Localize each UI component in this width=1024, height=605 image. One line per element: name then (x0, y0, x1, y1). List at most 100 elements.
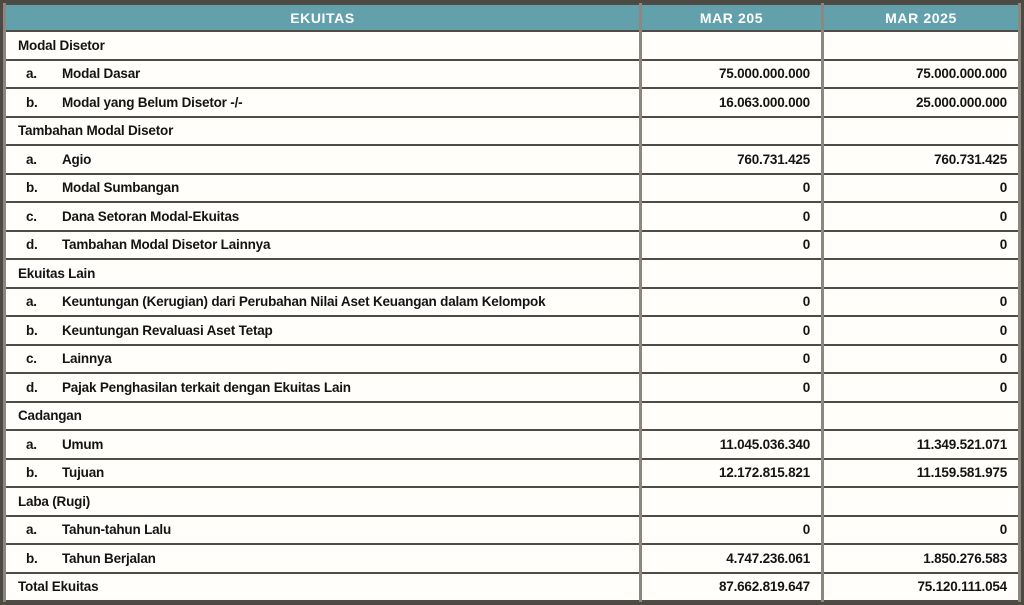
value-cell-mar2025: 0 (821, 172, 1021, 203)
value-cell-mar205: 4.747.236.061 (639, 543, 824, 574)
row-letter: b. (26, 465, 38, 481)
section-row: Tambahan Modal Disetor (3, 115, 1021, 146)
section-row: Cadangan (3, 400, 1021, 431)
row-label: Tahun-tahun Lalu (62, 522, 172, 538)
value-cell-mar2025: 11.159.581.975 (821, 457, 1021, 488)
value-cell-mar205: 12.172.815.821 (639, 457, 824, 488)
row-label: Modal Dasar (62, 66, 141, 82)
value-cell-mar2025: 0 (821, 372, 1021, 403)
row-letter: a. (26, 151, 37, 167)
value-cell-mar205: 16.063.000.000 (639, 87, 824, 118)
table-row: a. Tahun-tahun Lalu 0 0 (3, 514, 1021, 545)
column-header-ekuitas: EKUITAS (3, 3, 642, 32)
value-cell-mar2025 (821, 30, 1021, 61)
value-cell-mar2025: 0 (821, 229, 1021, 260)
value-cell-mar205 (639, 486, 824, 517)
row-label-cell: d. Pajak Penghasilan terkait dengan Ekuit… (3, 372, 642, 403)
header-row: EKUITAS MAR 205 MAR 2025 (3, 3, 1021, 32)
value-cell-mar205 (639, 115, 824, 146)
row-letter: d. (26, 237, 38, 253)
value-cell-mar2025: 1.850.276.583 (821, 543, 1021, 574)
value-cell-mar205: 11.045.036.340 (639, 429, 824, 460)
row-label: Modal Disetor (18, 37, 105, 53)
value-cell-mar2025 (821, 400, 1021, 431)
table-row: a. Agio 760.731.425 760.731.425 (3, 144, 1021, 175)
row-letter: a. (26, 522, 37, 538)
row-label: Tahun Berjalan (62, 550, 156, 566)
row-letter: d. (26, 379, 38, 395)
row-label-cell: a. Umum (3, 429, 642, 460)
value-cell-mar205: 760.731.425 (639, 144, 824, 175)
row-letter: b. (26, 180, 38, 196)
table-header: EKUITAS MAR 205 MAR 2025 (3, 3, 1021, 32)
row-label: Dana Setoran Modal-Ekuitas (62, 208, 240, 224)
row-letter: b. (26, 94, 38, 110)
row-label-cell: Ekuitas Lain (3, 258, 642, 289)
table-row: b. Tahun Berjalan 4.747.236.061 1.850.276.5… (3, 543, 1021, 574)
row-label-cell: Total Ekuitas (3, 571, 642, 602)
row-label-cell: d. Tambahan Modal Disetor Lainnya (3, 229, 642, 260)
value-cell-mar2025: 75.000.000.000 (821, 58, 1021, 89)
value-cell-mar2025: 0 (821, 286, 1021, 317)
row-label: Keuntungan Revaluasi Aset Tetap (62, 322, 273, 338)
table-row: a. Keuntungan (Kerugian) dari Perubahan N… (3, 286, 1021, 317)
row-label: Tujuan (62, 465, 105, 481)
row-letter: a. (26, 436, 37, 452)
row-label-cell: a. Agio (3, 144, 642, 175)
table-row: b. Tujuan 12.172.815.821 11.159.581.975 (3, 457, 1021, 488)
section-row: Modal Disetor (3, 30, 1021, 61)
column-header-mar205: MAR 205 (639, 3, 824, 32)
value-cell-mar205: 0 (639, 201, 824, 232)
value-cell-mar2025: 760.731.425 (821, 144, 1021, 175)
equity-table: EKUITAS MAR 205 MAR 2025 Modal Disetor a.… (3, 3, 1021, 602)
row-label-cell: b. Tujuan (3, 457, 642, 488)
table-row: b. Keuntungan Revaluasi Aset Tetap 0 0 (3, 315, 1021, 346)
row-label-cell: b. Keuntungan Revaluasi Aset Tetap (3, 315, 642, 346)
row-label: Tambahan Modal Disetor Lainnya (62, 237, 271, 253)
row-letter: a. (26, 66, 37, 82)
row-letter: b. (26, 322, 38, 338)
value-cell-mar2025: 25.000.000.000 (821, 87, 1021, 118)
row-label: Modal Sumbangan (62, 180, 180, 196)
value-cell-mar2025: 0 (821, 315, 1021, 346)
value-cell-mar2025 (821, 258, 1021, 289)
row-label-cell: c. Dana Setoran Modal-Ekuitas (3, 201, 642, 232)
row-label: Keuntungan (Kerugian) dari Perubahan Nil… (62, 294, 546, 310)
section-row: Ekuitas Lain (3, 258, 1021, 289)
value-cell-mar2025: 0 (821, 343, 1021, 374)
row-label-cell: Laba (Rugi) (3, 486, 642, 517)
value-cell-mar205: 0 (639, 514, 824, 545)
row-label-cell: Cadangan (3, 400, 642, 431)
row-label: Laba (Rugi) (18, 493, 91, 509)
row-label-cell: a. Tahun-tahun Lalu (3, 514, 642, 545)
value-cell-mar2025: 11.349.521.071 (821, 429, 1021, 460)
table-body: Modal Disetor a. Modal Dasar 75.000.000.000… (3, 30, 1021, 602)
row-letter: c. (26, 351, 37, 367)
row-label-cell: c. Lainnya (3, 343, 642, 374)
row-label-cell: a. Keuntungan (Kerugian) dari Perubahan N… (3, 286, 642, 317)
row-letter: b. (26, 550, 38, 566)
table-row: c. Dana Setoran Modal-Ekuitas 0 0 (3, 201, 1021, 232)
table-row: c. Lainnya 0 0 (3, 343, 1021, 374)
table-row: a. Umum 11.045.036.340 11.349.521.071 (3, 429, 1021, 460)
row-letter: a. (26, 294, 37, 310)
value-cell-mar2025 (821, 115, 1021, 146)
value-cell-mar205: 0 (639, 286, 824, 317)
value-cell-mar2025 (821, 486, 1021, 517)
row-label: Cadangan (18, 408, 82, 424)
value-cell-mar2025: 75.120.111.054 (821, 571, 1021, 602)
table-row: b. Modal Sumbangan 0 0 (3, 172, 1021, 203)
table-row: b. Modal yang Belum Disetor -/- 16.063.000… (3, 87, 1021, 118)
value-cell-mar205 (639, 30, 824, 61)
value-cell-mar205 (639, 258, 824, 289)
table-row: d. Pajak Penghasilan terkait dengan Ekuit… (3, 372, 1021, 403)
value-cell-mar2025: 0 (821, 514, 1021, 545)
row-label-cell: b. Modal yang Belum Disetor -/- (3, 87, 642, 118)
value-cell-mar205: 0 (639, 343, 824, 374)
value-cell-mar205: 0 (639, 172, 824, 203)
value-cell-mar205: 75.000.000.000 (639, 58, 824, 89)
column-header-mar2025: MAR 2025 (821, 3, 1021, 32)
value-cell-mar205: 87.662.819.647 (639, 571, 824, 602)
value-cell-mar205: 0 (639, 372, 824, 403)
